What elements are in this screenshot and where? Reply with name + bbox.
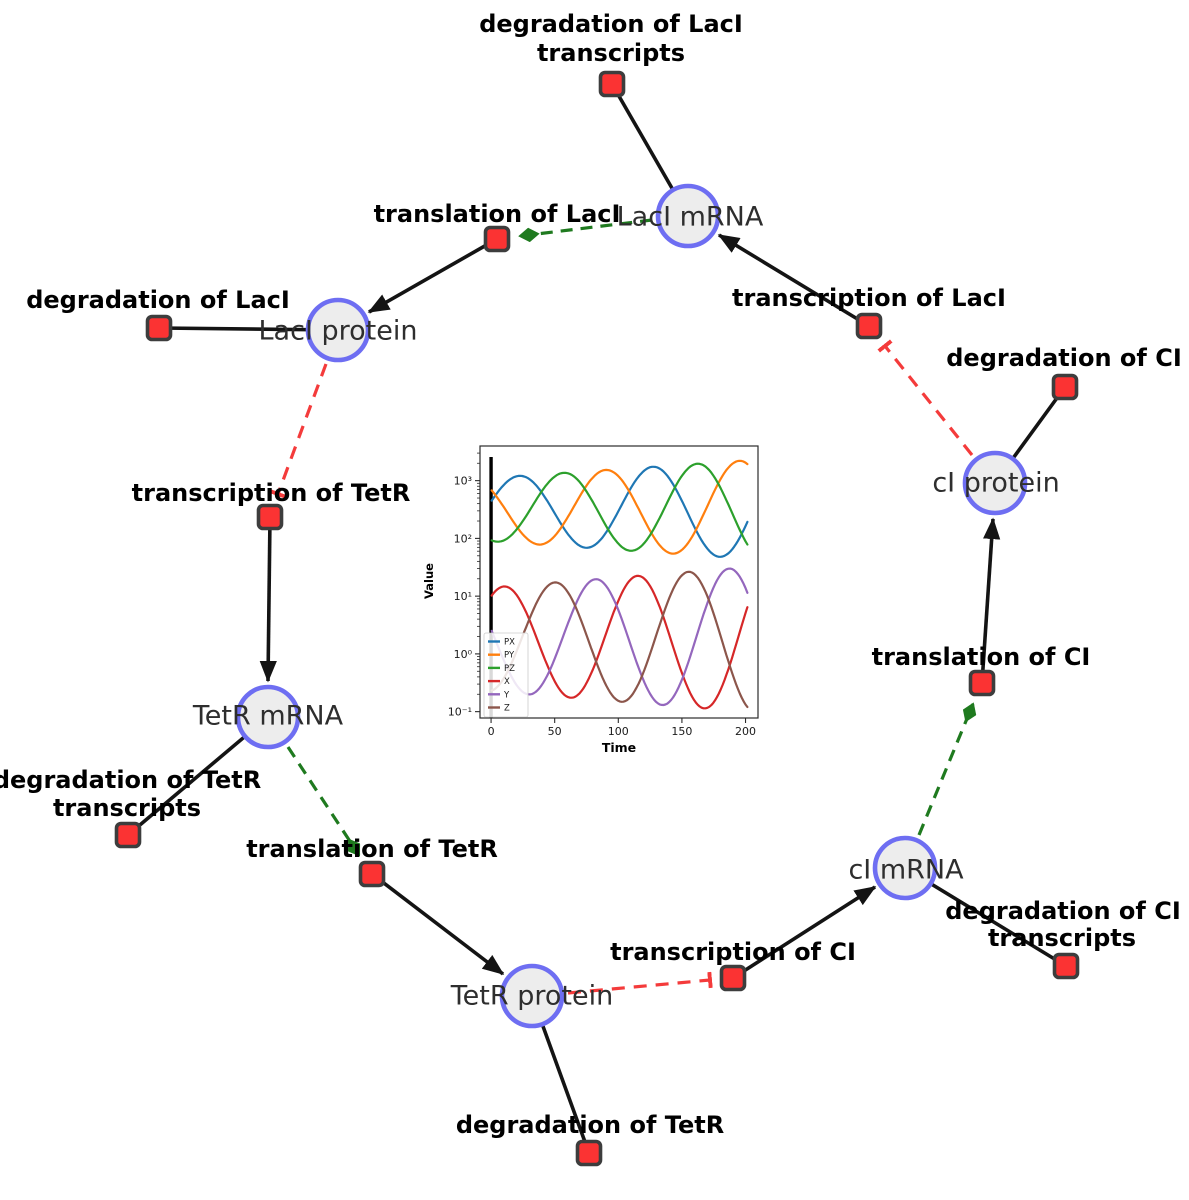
reaction-node-translation-of-ci [968, 669, 996, 697]
legend-label-Z: Z [504, 704, 510, 714]
edge-product-transcription-tetr-to-tetr-mrna [259, 516, 277, 683]
reaction-node-translation-of-laci [483, 225, 511, 253]
reaction-label-degradation-of-tetr: degradation of TetR [456, 1111, 724, 1139]
x-tick-label: 100 [608, 725, 629, 738]
reaction-label-degradation-of-laci-transcripts-line1: degradation of LacI [479, 10, 743, 38]
nodes [114, 70, 1080, 1167]
species-label-ci-protein: cI protein [932, 468, 1059, 499]
y-axis-ticks: 10³ 10² 10¹ 10⁰ 10⁻¹ [448, 452, 480, 719]
x-axis-title: Time [602, 740, 636, 755]
reaction-node-transcription-of-ci [719, 964, 747, 992]
x-tick-label: 150 [671, 725, 692, 738]
y-tick-label: 10⁰ [454, 648, 473, 661]
legend-label-PX: PX [504, 638, 515, 648]
reaction-label-degradation-of-ci: degradation of CI [946, 344, 1182, 372]
species-label-tetr-protein: TetR protein [450, 981, 613, 1012]
species-node-ci-protein [962, 450, 1028, 516]
reaction-node-translation-of-tetr [358, 860, 386, 888]
reaction-label-degradation-of-laci: degradation of LacI [26, 286, 290, 314]
x-tick-label: 0 [488, 725, 495, 738]
series-X [490, 574, 749, 710]
reaction-node-degradation-of-laci-transcripts [598, 70, 626, 98]
edge-inhibition-tetr-protein-to-transcription-ci [567, 971, 713, 995]
reaction-node-degradation-of-ci-transcripts [1052, 952, 1080, 980]
reaction-node-transcription-of-laci [855, 312, 883, 340]
labels: degradation of LacI transcripts translat… [0, 10, 1182, 1139]
edge-product-transcription-ci-to-ci-mrna [732, 885, 877, 980]
reaction-label-translation-of-laci: translation of LacI [374, 200, 621, 228]
edge-inhibition-laci-protein-to-transcription-tetr [269, 363, 328, 499]
reaction-node-degradation-of-laci [145, 314, 173, 342]
series-PY [490, 459, 749, 555]
edge-product-translation-laci-to-laci-protein [367, 237, 498, 314]
reaction-label-degradation-of-tetr-transcripts-line1: degradation of TetR [0, 766, 261, 794]
edge-modifier-tetr-mrna-to-translation [286, 746, 361, 857]
reaction-label-transcription-of-tetr: transcription of TetR [132, 479, 411, 507]
chart-curves [490, 459, 749, 710]
edge-modifier-ci-mrna-to-translation [917, 702, 977, 836]
x-tick-label: 50 [548, 725, 562, 738]
species-label-tetr-mrna: TetR mRNA [192, 701, 344, 732]
x-axis-ticks: 0 50 100 150 200 [488, 718, 756, 738]
series-Y [490, 567, 749, 707]
y-tick-label: 10² [454, 532, 472, 545]
y-tick-label: 10¹ [454, 590, 472, 603]
legend-label-X: X [504, 677, 510, 687]
reaction-label-degradation-of-tetr-transcripts-line2: transcripts [53, 794, 201, 822]
y-tick-label: 10⁻¹ [448, 706, 472, 719]
series-PX [490, 465, 749, 558]
species-node-laci-mrna [655, 183, 721, 249]
reaction-node-transcription-of-tetr [256, 503, 284, 531]
reaction-label-degradation-of-laci-transcripts-line2: transcripts [537, 39, 685, 67]
reaction-node-degradation-of-tetr-transcripts [114, 821, 142, 849]
edge-product-transcription-laci-to-laci-mrna [717, 233, 870, 328]
series-PZ [490, 462, 749, 552]
reaction-label-transcription-of-laci: transcription of LacI [732, 284, 1006, 312]
species-node-laci-protein [305, 297, 371, 363]
reaction-node-degradation-of-tetr [575, 1139, 603, 1167]
reaction-label-translation-of-ci: translation of CI [872, 643, 1091, 671]
species-node-tetr-mrna [235, 684, 301, 750]
chart-legend: PX PY PZ XYZ [483, 632, 529, 718]
chart-axes-frame [479, 445, 759, 719]
legend-label-Y: Y [503, 690, 510, 700]
y-axis-title: Value [422, 563, 436, 599]
species-node-tetr-protein [499, 963, 565, 1029]
reaction-label-transcription-of-ci: transcription of CI [610, 938, 856, 966]
reaction-label-degradation-of-ci-transcripts-line1: degradation of CI [945, 897, 1181, 925]
species-label-laci-protein: LacI protein [259, 316, 418, 347]
edge-inhibition-ci-protein-to-transcription-laci [877, 339, 974, 456]
reaction-label-degradation-of-ci-transcripts-line2: transcripts [988, 924, 1136, 952]
y-tick-label: 10³ [454, 475, 472, 488]
edge-product-translation-tetr-to-tetr-protein [370, 872, 505, 976]
edge-product-translation-ci-to-ci-protein [980, 517, 1001, 684]
x-tick-label: 200 [735, 725, 756, 738]
reaction-node-degradation-of-ci [1051, 373, 1079, 401]
inset-chart: 0 50 100 150 200 10³ 10² 10¹ 10⁰ 10⁻¹ Time Value… [422, 445, 759, 755]
legend-label-PZ: PZ [504, 664, 515, 674]
series-Z [490, 570, 749, 709]
legend-label-PY: PY [504, 651, 515, 661]
species-node-ci-mrna [872, 835, 938, 901]
edge-modifier-laci-mrna-to-translation [518, 218, 653, 243]
species-label-ci-mrna: cI mRNA [848, 855, 964, 886]
species-label-laci-mrna: LacI mRNA [617, 202, 764, 233]
reaction-label-translation-of-tetr: translation of TetR [246, 835, 498, 863]
